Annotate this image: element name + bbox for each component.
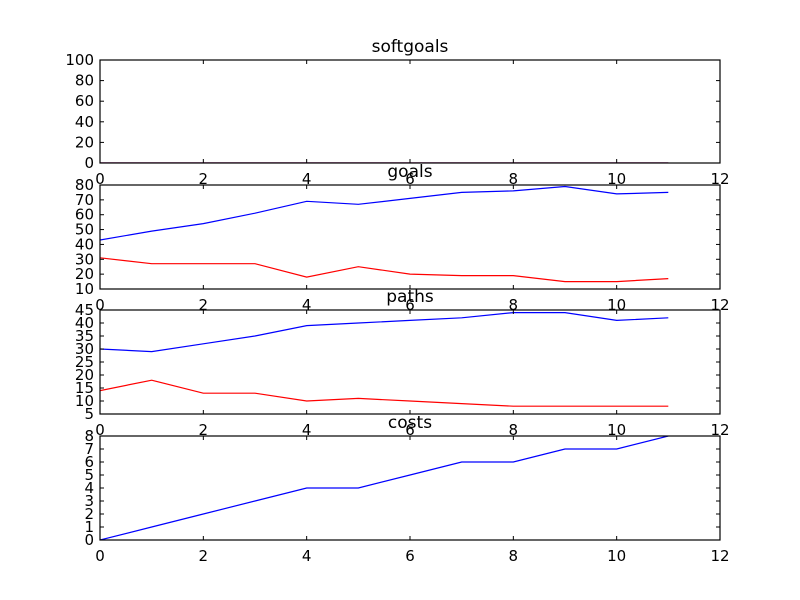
y-tick-label: 70 — [75, 191, 94, 209]
x-tick-label: 8 — [509, 547, 519, 565]
x-tick-label: 12 — [710, 547, 729, 565]
y-tick-label: 80 — [75, 72, 94, 90]
x-tick-label: 10 — [607, 421, 626, 439]
blue-series-line — [100, 436, 669, 540]
chart-title: costs — [388, 413, 432, 433]
y-tick-label: 2 — [84, 505, 94, 523]
blue-series-line — [100, 312, 669, 353]
y-tick-label: 20 — [75, 265, 94, 283]
chart-title: softgoals — [372, 37, 449, 57]
x-tick-label: 10 — [607, 547, 626, 565]
axes-frame — [99, 59, 721, 164]
blue-series-line — [100, 185, 669, 241]
x-tick-label: 8 — [509, 170, 519, 188]
x-tick-label: 2 — [199, 170, 209, 188]
x-tick-label: 8 — [509, 296, 519, 314]
y-tick-label: 50 — [75, 221, 94, 239]
y-tick-label: 60 — [75, 92, 94, 110]
axes-frame — [99, 309, 721, 415]
axes-frame — [99, 435, 721, 541]
y-tick-label: 5 — [84, 466, 94, 484]
y-tick-label: 40 — [75, 235, 94, 253]
y-tick-label: 35 — [75, 327, 94, 345]
y-tick-label: 15 — [75, 379, 94, 397]
y-tick-label: 4 — [84, 479, 94, 497]
y-tick-label: 40 — [75, 314, 94, 332]
x-tick-label: 0 — [95, 296, 105, 314]
x-tick-label: 4 — [302, 170, 312, 188]
chart-title: goals — [387, 162, 432, 182]
x-tick-label: 0 — [95, 421, 105, 439]
y-tick-label: 10 — [75, 392, 94, 410]
y-tick-label: 1 — [84, 518, 94, 536]
x-tick-label: 6 — [405, 296, 415, 314]
y-tick-label: 7 — [84, 440, 94, 458]
x-tick-label: 2 — [199, 296, 209, 314]
x-tick-label: 6 — [405, 421, 415, 439]
y-tick-label: 20 — [75, 133, 94, 151]
red-series-line — [100, 257, 669, 283]
x-tick-label: 4 — [302, 296, 312, 314]
y-tick-label: 5 — [84, 405, 94, 423]
x-tick-label: 2 — [199, 547, 209, 565]
y-tick-label: 8 — [84, 427, 94, 445]
axes-frame — [99, 184, 721, 290]
x-tick-label: 0 — [95, 547, 105, 565]
x-tick-label: 6 — [405, 547, 415, 565]
y-tick-label: 10 — [75, 280, 94, 298]
y-tick-label: 20 — [75, 366, 94, 384]
y-tick-label: 40 — [75, 113, 94, 131]
y-tick-label: 0 — [84, 531, 94, 549]
red-series-line — [100, 379, 669, 407]
y-tick-label: 30 — [75, 340, 94, 358]
x-tick-label: 8 — [509, 421, 519, 439]
y-tick-label: 80 — [75, 176, 94, 194]
x-tick-label: 4 — [302, 421, 312, 439]
x-tick-label: 2 — [199, 421, 209, 439]
x-tick-label: 10 — [607, 170, 626, 188]
chart-title: paths — [386, 287, 434, 307]
x-tick-label: 12 — [710, 421, 729, 439]
y-tick-label: 60 — [75, 206, 94, 224]
x-tick-label: 12 — [710, 170, 729, 188]
y-tick-label: 0 — [84, 154, 94, 172]
subplot-0: 0 2 4 6 8 10 12 0 20 40 60 80 100 softgoals — [65, 37, 729, 188]
x-tick-label: 0 — [95, 170, 105, 188]
x-tick-label: 4 — [302, 547, 312, 565]
y-tick-label: 100 — [65, 51, 94, 69]
y-tick-label: 45 — [75, 301, 94, 319]
y-tick-label: 3 — [84, 492, 94, 510]
y-tick-label: 6 — [84, 453, 94, 471]
x-tick-label: 6 — [405, 170, 415, 188]
y-tick-label: 25 — [75, 353, 94, 371]
y-tick-label: 30 — [75, 250, 94, 268]
